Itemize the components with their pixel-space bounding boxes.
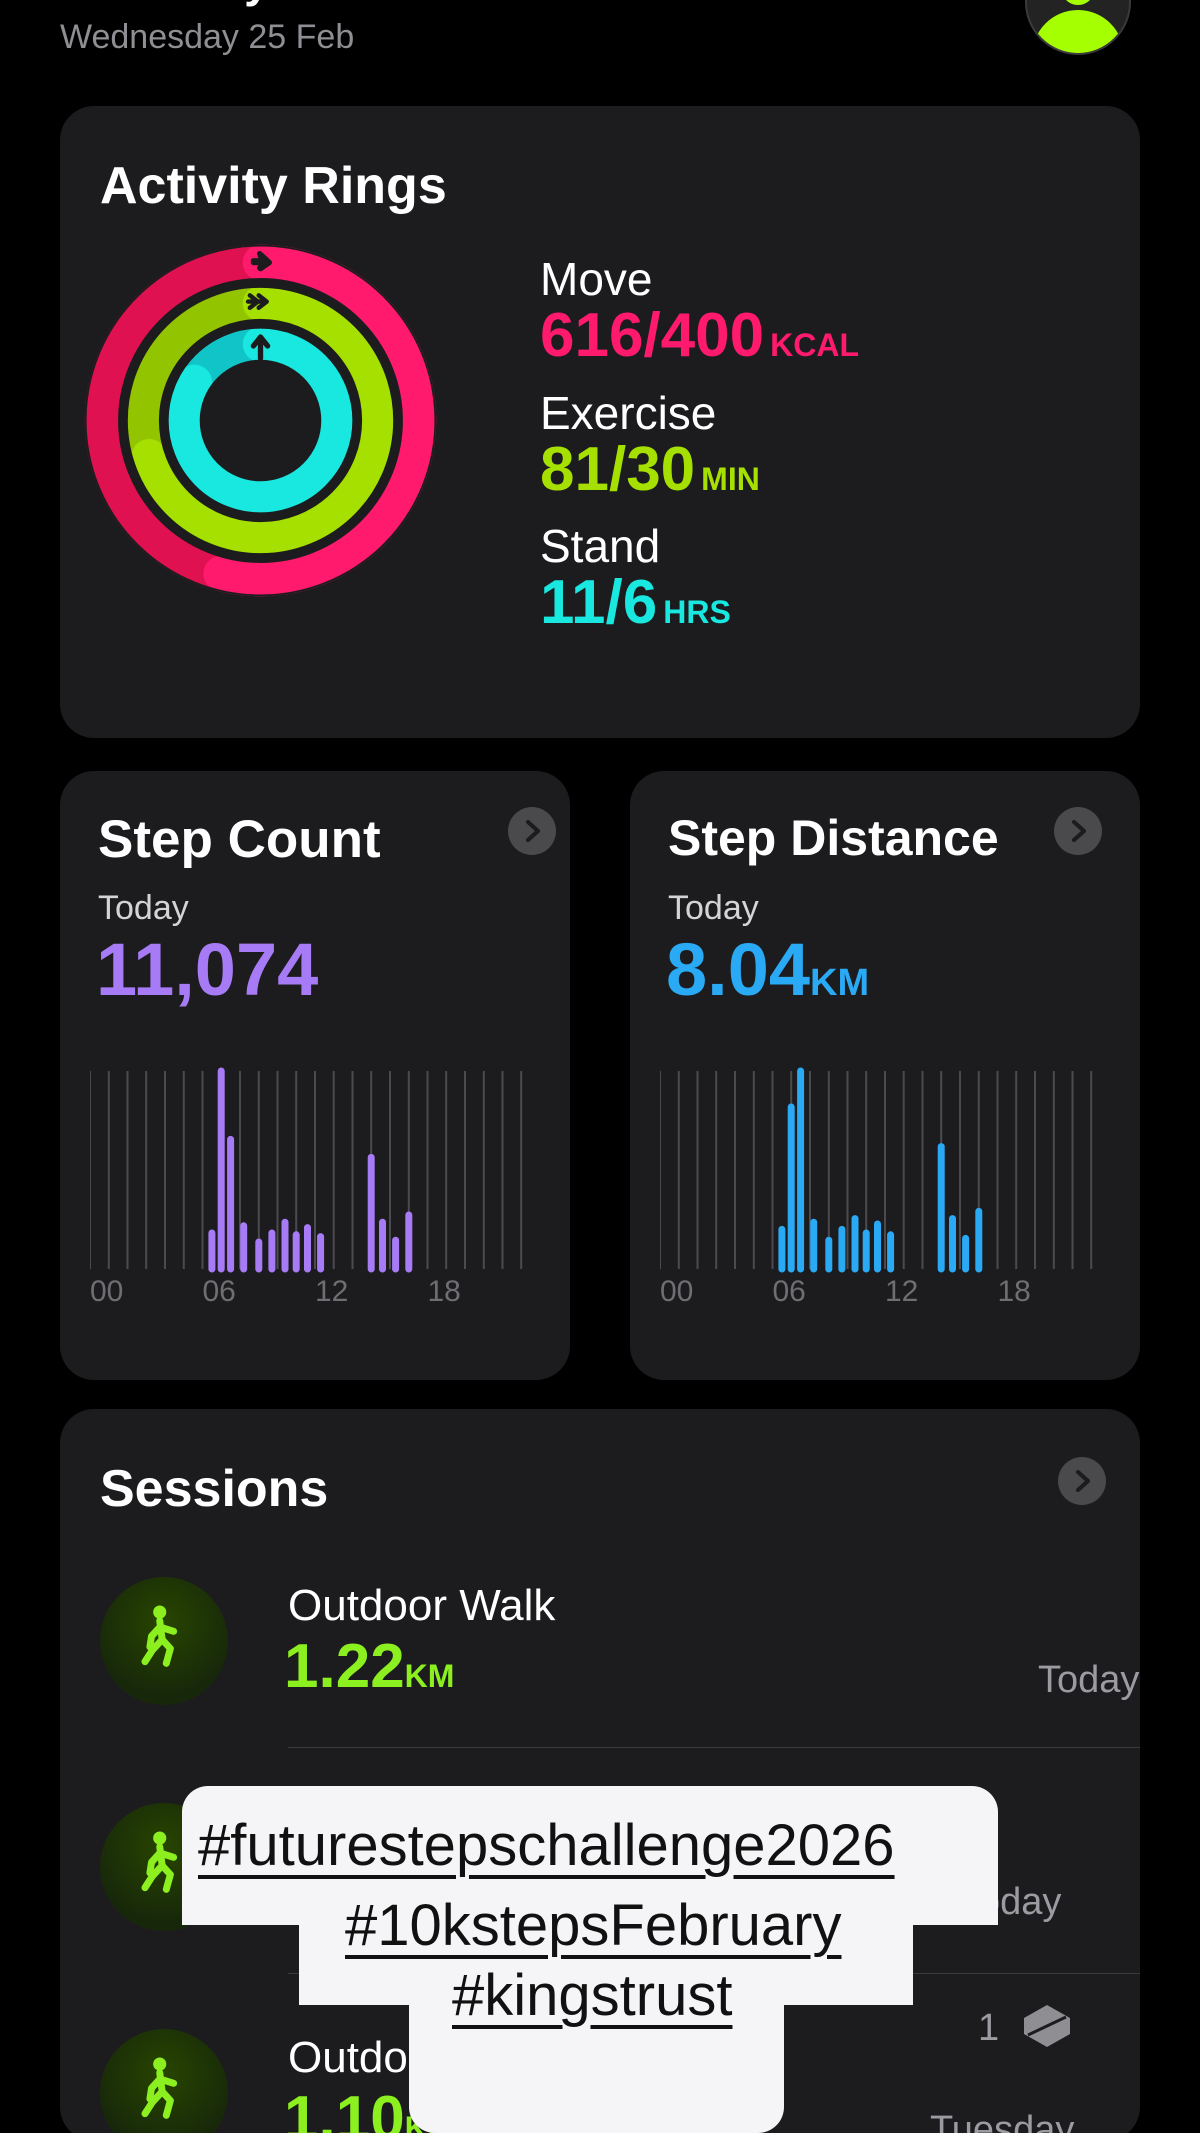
svg-text:06: 06 bbox=[203, 1275, 236, 1305]
svg-text:12: 12 bbox=[315, 1275, 348, 1305]
svg-text:12: 12 bbox=[885, 1275, 918, 1305]
svg-text:00: 00 bbox=[660, 1275, 693, 1305]
svg-text:06: 06 bbox=[773, 1275, 806, 1305]
svg-text:18: 18 bbox=[998, 1275, 1031, 1305]
svg-text:00: 00 bbox=[90, 1275, 123, 1305]
svg-text:18: 18 bbox=[428, 1275, 461, 1305]
